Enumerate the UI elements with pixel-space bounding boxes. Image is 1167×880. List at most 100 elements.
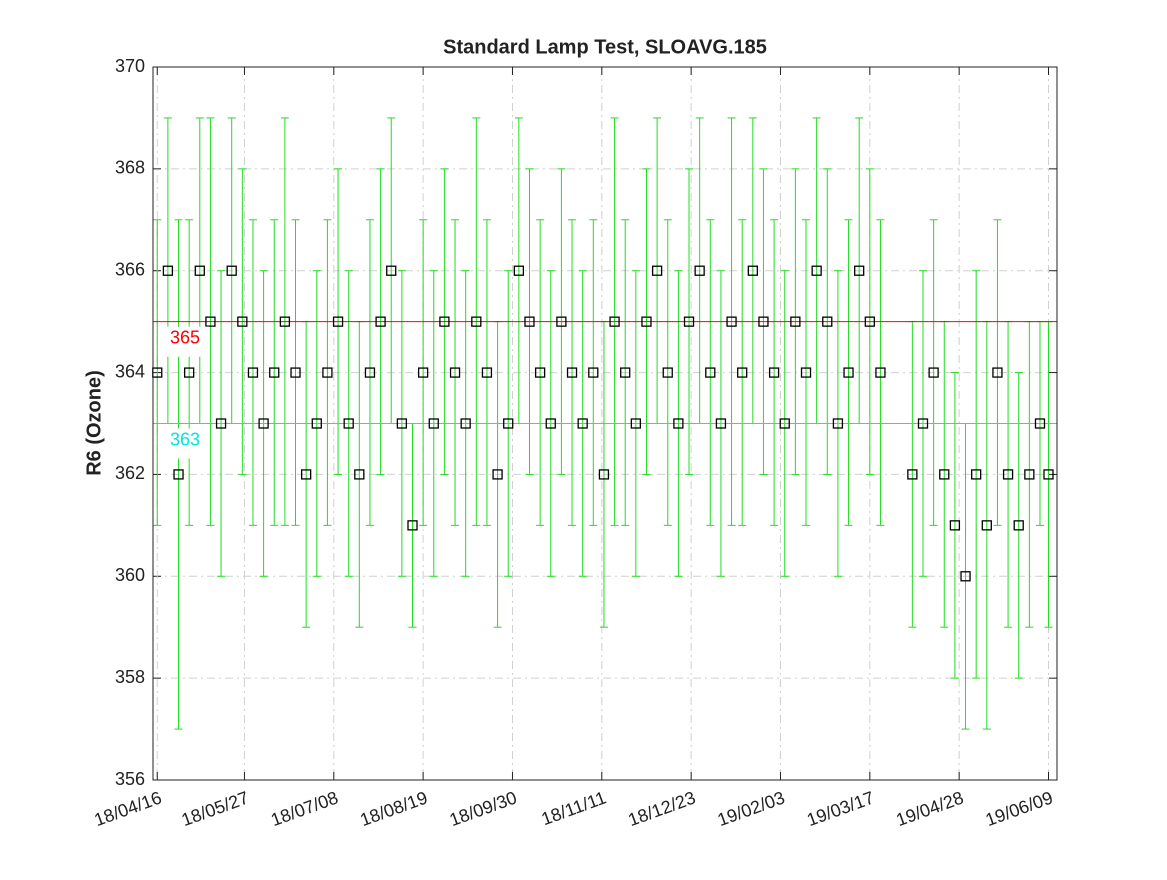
marker [651,265,663,276]
reference-label-box [163,326,209,357]
marker [184,367,195,378]
y-axis-label: R6 (Ozone) [83,370,105,476]
marker [513,265,525,276]
x-tick-label: 18/08/19 [357,787,430,830]
marker [939,469,950,480]
marker [396,418,408,429]
x-tick-label: 18/11/11 [539,787,609,829]
y-tick-label: 362 [115,463,145,483]
marker [949,520,961,531]
marker [960,571,971,582]
marker [386,265,397,276]
marker [439,316,450,327]
marker [1013,520,1024,531]
marker [247,367,259,378]
chart-title: Standard Lamp Test, SLOAVG.185 [443,36,767,58]
marker [194,265,205,276]
marker [641,316,652,327]
marker [300,469,312,480]
marker [1043,469,1054,480]
y-tick-label: 366 [115,259,145,279]
marker [332,316,344,327]
marker [354,469,365,480]
marker [407,520,418,531]
marker [758,316,769,327]
marker [279,316,291,327]
marker [173,469,184,480]
marker [843,367,854,378]
x-tick-label: 18/09/30 [447,787,520,830]
marker [364,367,376,378]
marker [226,265,237,276]
x-tick-label: 19/06/09 [983,787,1056,830]
marker [854,265,865,276]
marker [630,418,641,429]
marker [524,316,535,327]
marker [449,367,461,378]
marker [162,265,174,276]
marker [503,418,514,429]
marker [215,418,227,429]
marker [822,316,833,327]
marker [269,367,280,378]
marker [917,418,929,429]
x-tick-label: 19/04/28 [893,787,966,830]
marker [779,418,790,429]
x-tick-label: 18/07/08 [268,787,341,830]
y-tick-label: 364 [115,361,145,381]
reference-label-box [163,428,209,459]
marker [417,367,429,378]
marker [311,418,322,429]
y-tick-label: 360 [115,565,145,585]
marker [907,469,918,480]
marker [928,367,939,378]
x-tick-label: 18/12/23 [625,787,698,830]
x-tick-label: 18/04/16 [92,787,165,830]
marker [588,367,599,378]
marker [971,469,982,480]
marker [290,367,301,378]
marker [481,367,493,378]
marker [258,418,269,429]
marker [492,469,503,480]
marker [460,418,471,429]
marker [1024,469,1035,480]
marker [1034,418,1046,429]
marker [981,520,992,531]
marker [375,316,386,327]
marker [237,316,248,327]
x-tick-label: 18/05/27 [179,787,252,830]
marker [620,367,631,378]
reference-label: 363 [170,429,200,449]
marker [534,367,546,378]
marker [811,265,822,276]
y-tick-label: 356 [115,769,145,789]
marker [864,316,875,327]
marker [694,265,705,276]
marker [737,367,748,378]
y-tick-label: 370 [115,56,145,76]
reference-label: 365 [170,327,200,347]
marker [683,316,695,327]
marker [875,367,886,378]
axes-box [152,66,1058,781]
marker [566,367,578,378]
x-tick-label: 19/02/03 [715,787,788,830]
marker [556,316,567,327]
x-tick-label: 19/03/17 [804,787,877,830]
marker [343,418,354,429]
marker [205,316,216,327]
marker [577,418,588,429]
marker [832,418,844,429]
marker [715,418,727,429]
y-tick-label: 368 [115,158,145,178]
marker [428,418,439,429]
y-tick-label: 358 [115,667,145,687]
marker [705,367,716,378]
marker [1002,469,1014,480]
marker [768,367,780,378]
marker [609,316,620,327]
marker [598,469,610,480]
marker [471,316,482,327]
